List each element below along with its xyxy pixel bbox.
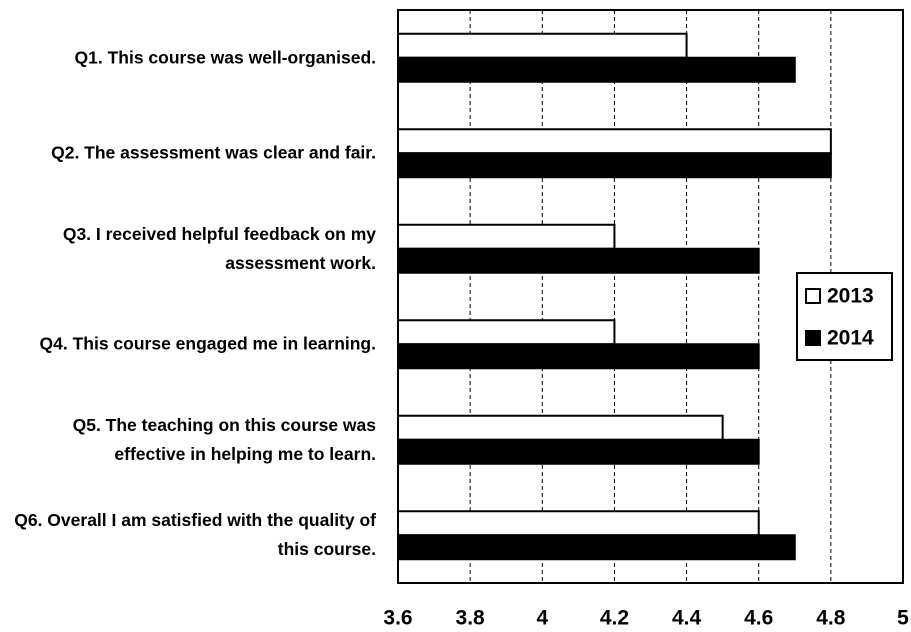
x-tick-label: 4.8: [816, 607, 846, 630]
y-tick-label: Q1. This course was well-organised.: [74, 47, 376, 68]
bar: [397, 56, 796, 83]
legend-swatch: [805, 330, 821, 346]
legend-label: 2014: [827, 327, 874, 350]
bar: [397, 319, 616, 346]
y-tick-label: Q6. Overall I am satisfied with the qual…: [14, 510, 376, 560]
y-tick-label: Q5. The teaching on this course was effe…: [72, 414, 376, 464]
x-tick-label: 3.8: [456, 607, 486, 630]
bar: [397, 223, 616, 250]
x-tick-label: 5: [897, 607, 909, 630]
bar: [397, 152, 832, 179]
x-tick-label: 4.6: [744, 607, 773, 630]
legend-swatch: [805, 288, 821, 304]
x-tick-label: 4.2: [600, 607, 629, 630]
y-tick-label: Q3. I received helpful feedback on my as…: [62, 223, 376, 273]
y-tick-label: Q4. This course engaged me in learning.: [39, 333, 376, 354]
bar: [397, 414, 724, 441]
legend-label: 2013: [827, 285, 874, 308]
bar: [397, 247, 760, 274]
bar: [397, 534, 796, 561]
x-tick-label: 4.4: [672, 607, 702, 630]
bar: [397, 32, 688, 59]
x-tick-label: 4: [536, 607, 548, 630]
bar: [397, 438, 760, 465]
x-tick-label: 3.6: [383, 607, 412, 630]
bar: [397, 510, 760, 537]
y-tick-label: Q2. The assessment was clear and fair.: [51, 142, 376, 163]
bar: [397, 343, 760, 370]
plot-frame: [397, 9, 904, 584]
bar: [397, 128, 832, 155]
